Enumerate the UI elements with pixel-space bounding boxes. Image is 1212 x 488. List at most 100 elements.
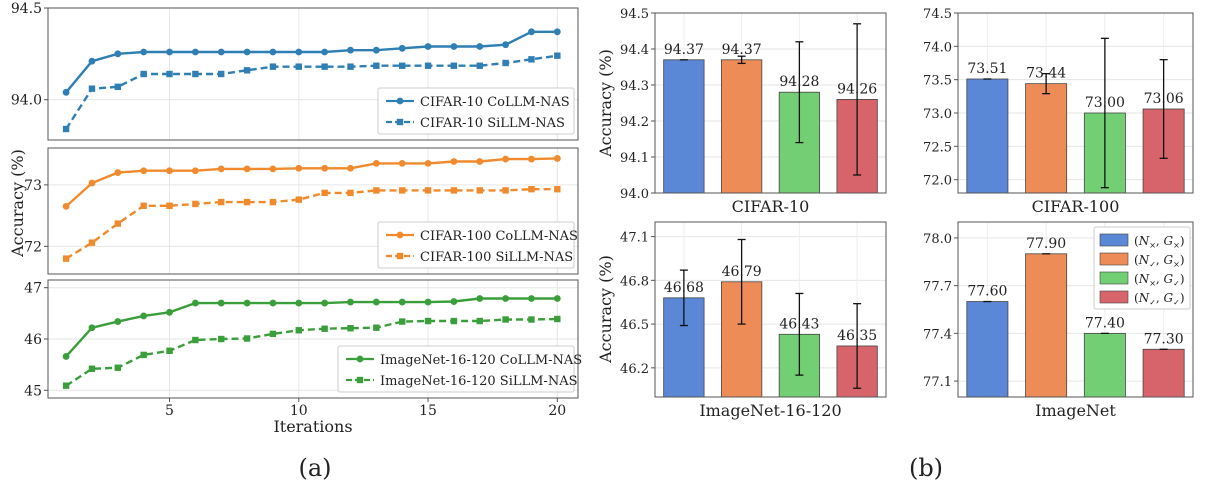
legend-box [377, 221, 575, 269]
data-label: 73.44 [1026, 66, 1066, 82]
legend-label: CIFAR-100 CoLLM-NAS [420, 229, 578, 244]
bar [1025, 83, 1068, 194]
data-point [373, 62, 380, 69]
data-point [398, 62, 406, 69]
y-tick-label: 47 [24, 281, 42, 297]
subplot-title: ImageNet [1035, 401, 1116, 420]
data-point [450, 62, 458, 69]
legend-label: (N✓, G✓) [1134, 291, 1185, 307]
x-axis-label: Iterations [273, 417, 352, 436]
data-point [398, 44, 406, 52]
legend-box [337, 345, 575, 393]
subplot-title: CIFAR-10 [732, 197, 810, 216]
data-point [88, 239, 96, 246]
data-point [243, 299, 251, 307]
y-tick-label: 94.1 [620, 151, 649, 166]
data-point [166, 70, 173, 78]
y-tick-label: 77.7 [923, 280, 952, 295]
data-point [554, 315, 561, 323]
data-point [295, 299, 303, 307]
data-point [476, 295, 484, 302]
legend: CIFAR-10 CoLLM-NAS CIFAR-10 SiLLM-NAS [377, 87, 575, 135]
bar [1142, 348, 1185, 398]
data-point [502, 155, 510, 163]
legend-marker [356, 376, 364, 384]
data-point [347, 298, 354, 306]
data-label: 73.51 [967, 61, 1007, 77]
data-point [218, 70, 225, 78]
data-point [192, 200, 199, 208]
data-point [528, 155, 535, 163]
data-point [424, 298, 432, 306]
data-label: 46.43 [779, 316, 819, 332]
data-point [218, 335, 225, 343]
data-label: 46.79 [722, 264, 762, 280]
bar [663, 59, 705, 194]
data-point [450, 317, 458, 325]
data-point [166, 167, 173, 175]
data-point [140, 70, 147, 78]
bar-subplot-3: 46.68 46.79 46.43 46.35 46.2 46.5 46.8 47.1 Imag… [620, 221, 887, 420]
data-point [88, 85, 96, 92]
series-line-1 [65, 30, 558, 94]
legend-label: ImageNet-16-120 SiLLM-NAS [380, 374, 578, 389]
y-axis-label: Accuracy (%) [596, 255, 615, 364]
y-tick-label: 73 [24, 178, 42, 194]
data-point [424, 317, 432, 325]
data-point [243, 67, 251, 74]
data-point [398, 298, 406, 306]
x-tick-label: 15 [419, 403, 437, 419]
subplot-frame [957, 12, 1194, 194]
data-point [88, 57, 96, 65]
data-point [88, 179, 96, 187]
data-point [295, 63, 302, 70]
data-point [372, 159, 380, 167]
data-point [114, 169, 122, 176]
data-point [166, 48, 173, 56]
subplot-title: CIFAR-100 [1032, 197, 1120, 216]
data-label: 77.40 [1085, 315, 1125, 331]
data-label: 94.37 [722, 42, 762, 58]
subplot-frame [47, 147, 579, 275]
data-label: 77.90 [1026, 236, 1066, 252]
data-point [269, 48, 277, 56]
data-point [114, 364, 122, 371]
data-label: 77.60 [967, 284, 1007, 300]
data-point [295, 327, 302, 334]
data-point [476, 158, 484, 165]
bar-subplot-1: 94.37 94.37 94.28 94.26 94.0 94.1 94.2 94.3 94.4… [620, 7, 887, 216]
data-point [450, 43, 458, 50]
data-point [217, 299, 225, 307]
y-tick-label: 94.3 [620, 79, 649, 94]
y-tick-label: 94.4 [620, 43, 649, 58]
legend-label: (N×, G×) [1134, 234, 1185, 250]
data-point [502, 41, 510, 49]
data-point [424, 187, 432, 194]
data-point [347, 63, 354, 70]
bar [1083, 332, 1126, 398]
legend-label: (N×, G✓) [1134, 272, 1185, 288]
legend-marker [356, 355, 364, 363]
data-point [114, 318, 122, 325]
data-point [528, 295, 535, 302]
data-point [321, 325, 328, 332]
data-point [62, 353, 70, 360]
y-tick-label: 94.5 [11, 1, 42, 17]
y-tick-label: 72 [24, 239, 42, 255]
data-point [62, 125, 70, 133]
line-subplot-1: 94.0 94.5 CIFAR-10 CoLLM-NAS CIFAR-10 SiLLM… [11, 1, 579, 141]
series-line-2 [65, 317, 558, 387]
data-point [424, 62, 432, 69]
data-point [347, 189, 354, 197]
data-point [321, 164, 329, 172]
data-point [553, 295, 561, 302]
y-tick-label: 46.2 [620, 362, 649, 377]
data-point [321, 189, 328, 197]
panel-label-b: (b) [909, 454, 943, 482]
legend-label: CIFAR-10 CoLLM-NAS [420, 95, 570, 110]
data-point [191, 48, 199, 56]
y-tick-label: 74.0 [923, 40, 952, 55]
legend-label: (N✓, G×) [1134, 253, 1185, 269]
subplot-title: ImageNet-16-120 [699, 401, 841, 420]
legend-swatch [1099, 233, 1129, 247]
